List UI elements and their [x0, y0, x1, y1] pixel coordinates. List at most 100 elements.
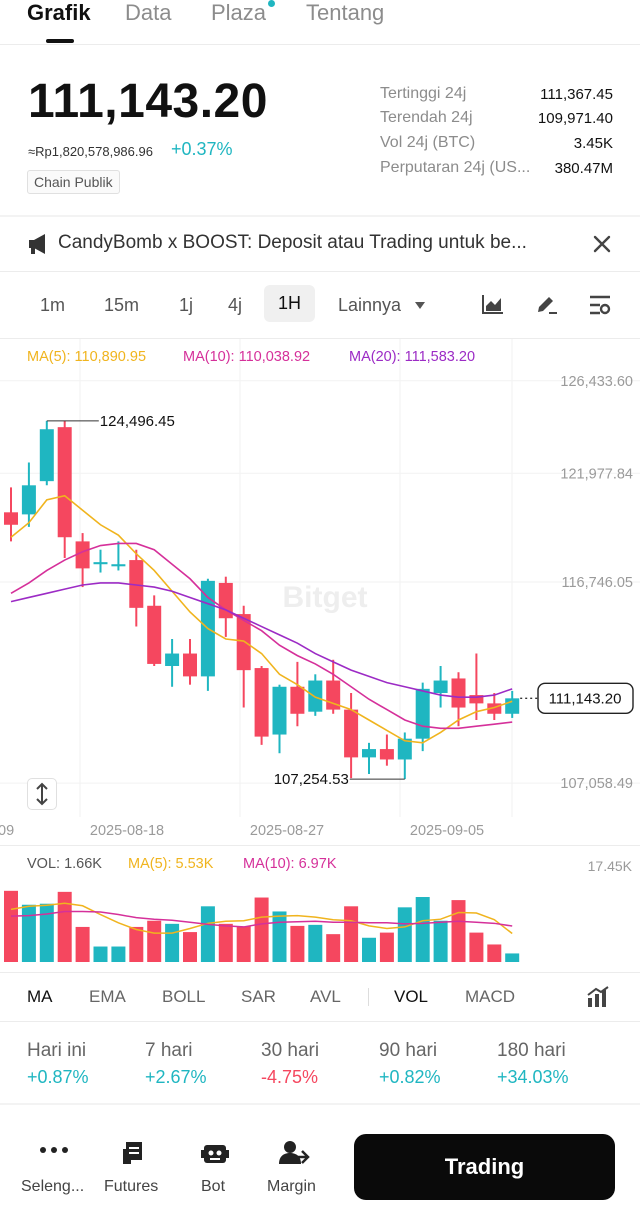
x-tick-label: 09	[0, 823, 14, 839]
indicator-settings-icon[interactable]	[586, 986, 610, 1008]
volume-bar	[75, 926, 90, 962]
ma20-legend: MA(20): 111,583.20	[349, 349, 475, 365]
settings-sliders-icon[interactable]	[588, 294, 612, 316]
ma5-line	[10, 494, 513, 744]
nav-bot-label[interactable]: Bot	[201, 1178, 226, 1195]
nav-futures-label[interactable]: Futures	[104, 1178, 159, 1195]
candle-body	[487, 703, 502, 714]
interval-4j[interactable]: 4j	[228, 295, 243, 315]
candle-body	[344, 709, 359, 758]
candle-body	[57, 427, 72, 538]
tab-data[interactable]: Data	[125, 0, 172, 25]
x-tick-label: 2025-08-18	[90, 823, 164, 839]
indicator-macd[interactable]: MACD	[465, 987, 516, 1006]
last-price-box	[537, 682, 634, 715]
vol-ma5-legend: MA(5): 5.53K	[128, 856, 214, 872]
perf-90d-value: +0.82%	[379, 1067, 441, 1087]
volume-bar	[362, 937, 376, 962]
expand-button[interactable]	[27, 778, 57, 810]
candle	[75, 533, 90, 588]
x-tick-label: 2025-09-05	[410, 823, 484, 839]
volume-bar	[344, 906, 359, 962]
interval-1m[interactable]: 1m	[40, 295, 66, 315]
interval-1h[interactable]: 1H	[264, 285, 316, 322]
y-tick-label: 121,977.84	[560, 466, 633, 482]
divider	[0, 845, 640, 846]
volume-bar	[236, 926, 251, 962]
interval-15m[interactable]: 15m	[104, 295, 140, 315]
candle-body	[290, 686, 305, 714]
perf-180d-value: +34.03%	[497, 1067, 569, 1087]
volume-bar	[433, 920, 448, 962]
volume-bar	[415, 897, 430, 962]
volume-bar	[469, 932, 484, 962]
volume-ma10-line	[10, 910, 513, 928]
volume-bar	[379, 932, 394, 962]
stat-vol-label: Vol 24j (BTC)	[380, 134, 476, 151]
candlestick-chart[interactable]: Bitget 124,496.45 107,254.53 111,143.20 12…	[0, 339, 640, 844]
tab-plaza[interactable]: Plaza	[211, 0, 267, 25]
tab-tentang[interactable]: Tentang	[306, 0, 385, 25]
candle-body	[147, 605, 162, 664]
volume-bar	[254, 897, 269, 962]
stat-turnover-value: 380.47M	[554, 160, 613, 177]
candle-body	[469, 695, 484, 704]
candle-body	[254, 668, 269, 737]
indicator-ema[interactable]: EMA	[89, 987, 126, 1006]
nav-selengkapnya-label[interactable]: Seleng...	[21, 1178, 85, 1195]
indicator-avl[interactable]: AVL	[310, 987, 341, 1006]
nav-bot[interactable]	[190, 1138, 240, 1204]
volume-bar	[39, 903, 54, 962]
candle	[57, 420, 72, 558]
candle	[362, 742, 376, 774]
nav-selengkapnya[interactable]	[14, 1138, 94, 1204]
volume-bar	[487, 944, 502, 962]
low-marker-label: 107,254.53	[274, 771, 349, 788]
candle-body	[165, 653, 180, 666]
indicator-vol[interactable]: VOL	[394, 987, 429, 1006]
indicator-boll[interactable]: BOLL	[162, 987, 206, 1006]
stat-high-value: 111,367.45	[540, 86, 613, 103]
more-dots-icon	[40, 1147, 68, 1153]
candle	[165, 639, 180, 687]
divider	[0, 972, 640, 973]
candle-body	[451, 678, 466, 708]
top-tabs: Grafik Data Plaza Tentang	[0, 0, 640, 44]
interval-1j[interactable]: 1j	[179, 295, 194, 315]
divider	[368, 988, 369, 1006]
nav-futures[interactable]	[104, 1138, 164, 1204]
interval-more[interactable]: Lainnya	[338, 295, 402, 315]
high-marker-label: 124,496.45	[100, 413, 175, 430]
indicator-sar[interactable]: SAR	[241, 987, 276, 1006]
trading-button[interactable]: Trading	[354, 1134, 615, 1200]
candle	[21, 462, 36, 527]
futures-icon	[123, 1142, 142, 1164]
divider	[0, 271, 640, 272]
chain-badge[interactable]: Chain Publik	[27, 170, 120, 194]
indicator-ma[interactable]: MA	[27, 987, 53, 1006]
divider	[0, 215, 640, 217]
candle-body	[272, 686, 287, 735]
price-change: +0.37%	[171, 139, 233, 159]
divider	[0, 338, 640, 339]
candle-body	[308, 680, 323, 712]
nav-margin[interactable]	[264, 1138, 326, 1204]
candle	[487, 693, 502, 720]
candle	[433, 666, 448, 708]
candle-body	[379, 749, 394, 760]
candle-body	[415, 688, 430, 739]
ma20-line	[10, 582, 513, 698]
candle-body	[362, 749, 376, 758]
volume-bar	[165, 923, 180, 962]
announcement-text[interactable]: CandyBomb x BOOST: Deposit atau Trading …	[58, 232, 527, 253]
perf-30d-value: -4.75%	[261, 1067, 319, 1087]
bot-icon	[201, 1145, 229, 1163]
candle-body	[39, 429, 54, 482]
perf-7d-label: 7 hari	[145, 1040, 193, 1061]
draw-tool-icon[interactable]	[535, 293, 559, 317]
close-icon[interactable]	[593, 235, 611, 253]
area-chart-icon[interactable]	[482, 294, 504, 314]
nav-margin-label[interactable]: Margin	[267, 1178, 316, 1195]
vol-max-label: 17.45K	[588, 858, 633, 874]
tab-grafik[interactable]: Grafik	[27, 0, 91, 25]
